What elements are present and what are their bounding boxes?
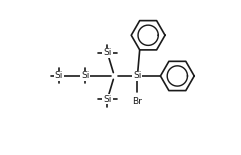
Text: Si: Si [103, 48, 112, 57]
Text: Si: Si [81, 71, 89, 80]
Text: Br: Br [133, 97, 142, 106]
Text: Si: Si [55, 71, 63, 80]
Text: Si: Si [133, 71, 141, 80]
Text: Si: Si [103, 95, 112, 104]
